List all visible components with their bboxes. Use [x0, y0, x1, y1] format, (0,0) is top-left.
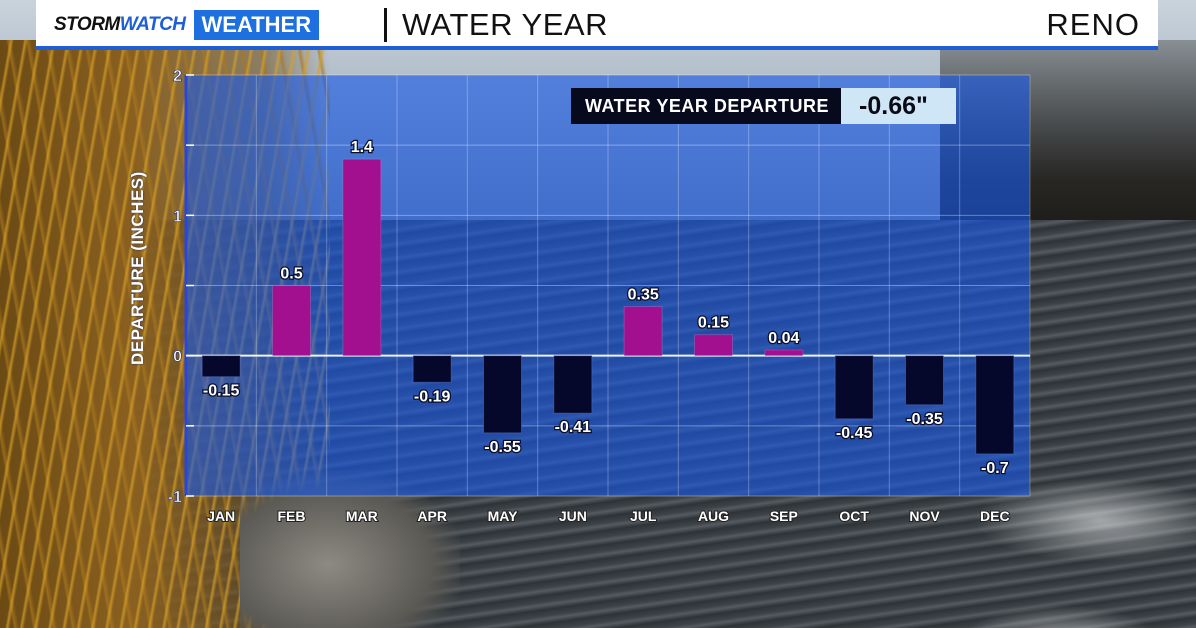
bar-apr — [412, 355, 452, 383]
x-tick-label-jun: JUN — [559, 508, 587, 524]
data-label-oct: -0.45 — [836, 425, 873, 442]
x-tick-label-dec: DEC — [980, 508, 1010, 524]
bar-feb — [272, 285, 311, 357]
bar-aug — [694, 334, 733, 357]
bar-jan — [201, 355, 241, 378]
x-tick-label-nov: NOV — [909, 508, 940, 524]
x-tick-label-sep: SEP — [770, 508, 798, 524]
x-tick-label-jan: JAN — [207, 508, 235, 524]
x-tick-label-apr: APR — [417, 508, 447, 524]
data-label-aug: 0.15 — [698, 315, 729, 332]
data-label-sep: 0.04 — [768, 330, 799, 347]
plot-panel — [186, 75, 1030, 496]
data-label-may: -0.55 — [484, 439, 521, 456]
data-label-mar: 1.4 — [351, 139, 373, 156]
y-tick-label: 0 — [173, 349, 182, 366]
y-tick-labels: -1 0 1 2 — [167, 68, 182, 507]
x-tick-label-jul: JUL — [630, 508, 657, 524]
x-tick-label-aug: AUG — [698, 508, 729, 524]
bar-mar — [342, 158, 382, 357]
data-labels: -0.15 0.5 1.4 -0.19 -0.55 -0.41 0.35 0.15 0.04 -0… — [202, 138, 1010, 478]
data-label-apr: -0.19 — [414, 388, 451, 405]
departure-value: -0.66" — [841, 88, 956, 124]
bars — [201, 158, 1015, 455]
location-label: RENO — [1046, 7, 1140, 42]
axes — [184, 74, 1030, 497]
brand-logo: STORM WATCH WEATHER — [54, 10, 320, 40]
x-tick-label-may: MAY — [488, 508, 518, 524]
page-title: WATER YEAR — [402, 7, 608, 42]
grid-lines — [185, 74, 1031, 497]
bar-nov — [905, 355, 944, 406]
data-label-nov: -0.35 — [906, 411, 943, 428]
rocks — [240, 470, 460, 628]
departure-label: WATER YEAR DEPARTURE — [571, 88, 842, 124]
data-label-feb: 0.5 — [280, 266, 302, 283]
header-divider — [384, 8, 387, 42]
y-tick-label: 1 — [173, 208, 182, 225]
header-bar: STORM WATCH WEATHER WATER YEAR RENO — [36, 0, 1158, 50]
y-tick-label: 2 — [173, 68, 182, 85]
data-label-dec: -0.7 — [981, 460, 1009, 477]
y-axis-label: DEPARTURE (INCHES) — [128, 171, 147, 365]
departure-summary: WATER YEAR DEPARTURE -0.66" — [571, 88, 956, 124]
bar-may — [483, 355, 522, 434]
brand-storm-text: STORM — [54, 14, 120, 35]
data-label-jul: 0.35 — [628, 287, 659, 304]
x-tick-label-mar: MAR — [346, 508, 378, 524]
bar-dec — [975, 355, 1015, 455]
brand-watch-text: WATCH — [119, 14, 186, 35]
bar-jul — [623, 306, 663, 357]
y-tick-label: -1 — [168, 489, 182, 506]
x-tick-labels: JAN FEB MAR APR MAY JUN JUL AUG SEP OCT NOV DEC — [206, 507, 1010, 525]
brand-weather-badge: WEATHER — [193, 10, 320, 40]
data-label-jun: -0.41 — [555, 419, 592, 436]
bar-jun — [553, 355, 593, 414]
x-tick-label-feb: FEB — [278, 508, 306, 524]
x-tick-label-oct: OCT — [839, 508, 869, 524]
bar-oct — [834, 355, 874, 420]
data-label-jan: -0.15 — [203, 383, 240, 400]
bar-sep — [764, 349, 804, 357]
